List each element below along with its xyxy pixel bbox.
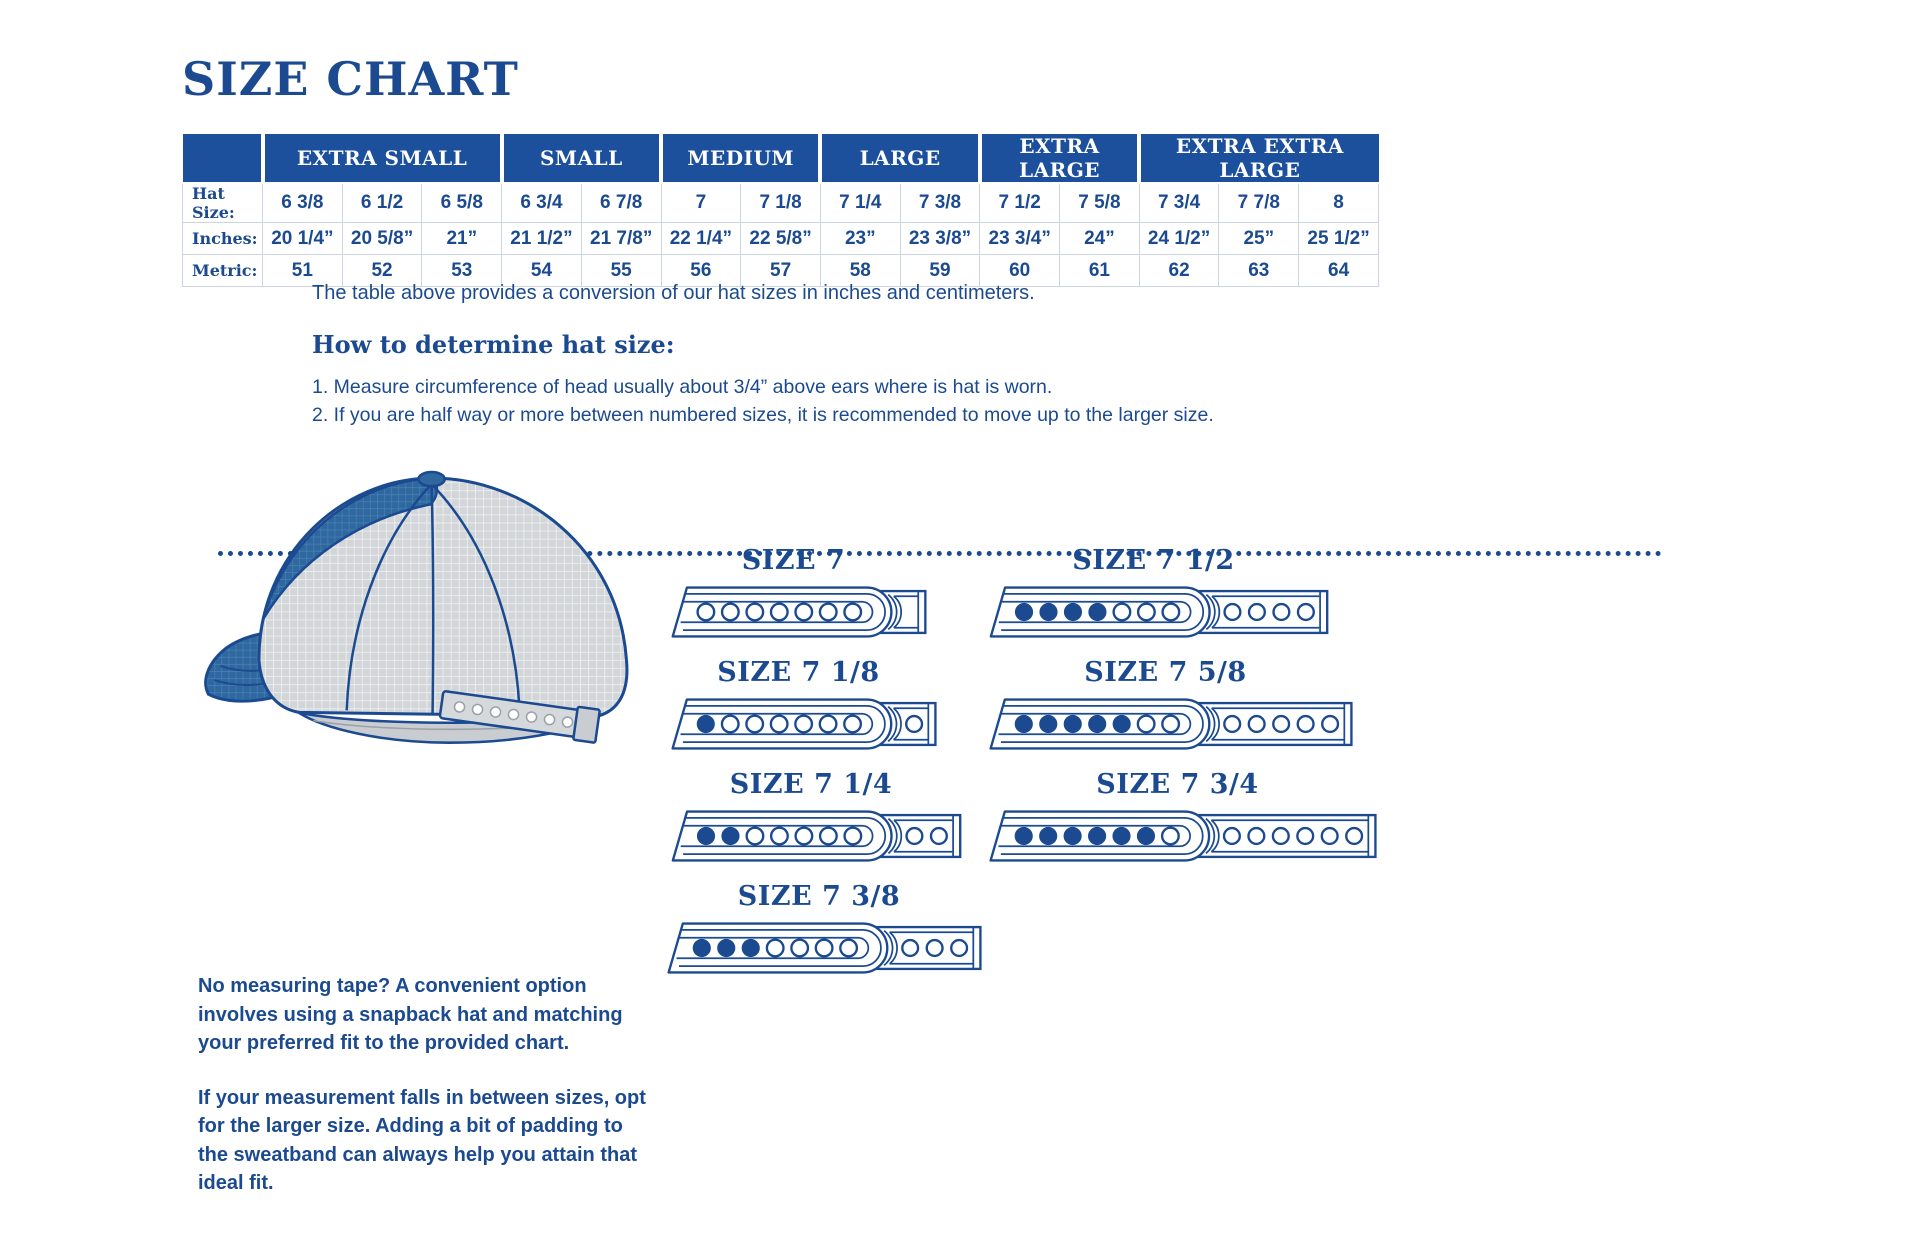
strap-diagram: SIZE 7 3/4: [978, 769, 1377, 871]
strap-graphic-holder: [660, 582, 927, 647]
strap-graphic: [671, 586, 927, 638]
size-cell: 7 1/4: [819, 182, 901, 223]
strap-graphic-holder: [978, 582, 1329, 647]
size-cell: 6 3/4: [501, 182, 582, 223]
row-label: Metric:: [182, 254, 263, 287]
size-cell: 7 5/8: [1059, 182, 1140, 223]
size-group-header: LARGE: [818, 134, 980, 184]
table-corner-cell: [182, 134, 263, 184]
strap-graphic: [671, 810, 962, 862]
size-group-header: EXTRA EXTRA LARGE: [1137, 134, 1379, 184]
size-cell: 6 5/8: [421, 182, 503, 223]
strap-size-label: SIZE 7: [741, 545, 846, 576]
size-group-header: MEDIUM: [659, 134, 821, 184]
size-cell: 7: [660, 182, 742, 223]
strap-size-label: SIZE 7 5/8: [1084, 657, 1247, 688]
strap-size-label: SIZE 7 3/4: [1096, 769, 1259, 800]
size-cell: 24 1/2”: [1138, 222, 1220, 255]
size-cell: 6 7/8: [580, 182, 662, 223]
size-cell: 58: [819, 254, 901, 287]
size-cell: 55: [580, 254, 662, 287]
size-table: EXTRA SMALL SMALL MEDIUM LARGE EXTRA LARGE EX…: [182, 134, 1379, 287]
size-cell: 24”: [1059, 222, 1140, 255]
strap-graphic: [989, 698, 1353, 750]
strap-graphic: [671, 698, 937, 750]
tip-paragraph-2: If your measurement falls in between siz…: [198, 1086, 646, 1195]
size-group-header: EXTRA LARGE: [977, 134, 1140, 184]
size-cell: 56: [660, 254, 742, 287]
strap-diagram: SIZE 7 1/4: [660, 769, 962, 871]
dotted-divider: [218, 551, 1662, 556]
size-cell: 23 3/8”: [899, 222, 981, 255]
size-cell: 21 1/2”: [501, 222, 582, 255]
size-cell: 59: [899, 254, 981, 287]
size-cell: 62: [1138, 254, 1220, 287]
size-cell: 23 3/4”: [979, 222, 1061, 255]
size-cell: 8: [1298, 182, 1379, 223]
strap-graphic-holder: [978, 806, 1377, 871]
strap-diagram: SIZE 7 1/2: [978, 545, 1329, 647]
strap-graphic-holder: [656, 918, 982, 983]
strap-diagram: SIZE 7: [660, 545, 927, 647]
strap-size-label: SIZE 7 1/8: [717, 657, 880, 688]
snapback-tips: No measuring tape? A convenient option i…: [198, 972, 648, 1198]
strap-size-label: SIZE 7 3/8: [737, 881, 901, 912]
size-cell: 21”: [421, 222, 503, 255]
snapback-hat-icon: [204, 470, 629, 744]
strap-graphic: [989, 810, 1377, 862]
row-label: Inches:: [182, 222, 263, 255]
size-cell: 22 1/4”: [660, 222, 742, 255]
page-title: SIZE CHART: [182, 52, 519, 106]
row-label: Hat Size:: [182, 182, 263, 223]
size-cell: 20 1/4”: [262, 222, 343, 255]
size-cell: 20 5/8”: [341, 222, 423, 255]
size-group-header: EXTRA SMALL: [260, 134, 502, 184]
size-cell: 60: [979, 254, 1061, 287]
strap-size-label: SIZE 7 1/4: [729, 769, 893, 800]
size-cell: 6 3/8: [262, 182, 343, 223]
strap-diagram: SIZE 7 5/8: [978, 657, 1353, 759]
size-cell: 21 7/8”: [580, 222, 662, 255]
strap-diagram: SIZE 7 3/8: [656, 881, 982, 983]
table-caption: The table above provides a conversion of…: [312, 282, 1035, 304]
strap-graphic: [667, 922, 982, 974]
size-cell: 53: [421, 254, 503, 287]
size-cell: 64: [1298, 254, 1379, 287]
size-cell: 23”: [819, 222, 901, 255]
size-table-wrapper: EXTRA SMALL SMALL MEDIUM LARGE EXTRA LARGE EX…: [182, 134, 1379, 287]
hat-illustration: [200, 466, 650, 776]
size-cell: 7 3/4: [1138, 182, 1220, 223]
strap-size-label: SIZE 7 1/2: [1072, 545, 1235, 576]
tip-paragraph-1: No measuring tape? A convenient option i…: [198, 975, 623, 1054]
size-cell: 25 1/2”: [1298, 222, 1379, 255]
strap-graphic-holder: [660, 694, 937, 759]
size-group-header: SMALL: [499, 134, 662, 184]
size-cell: 22 5/8”: [740, 222, 821, 255]
howto-heading: How to determine hat size:: [312, 330, 675, 359]
size-cell: 7 3/8: [899, 182, 981, 223]
strap-diagram: SIZE 7 1/8: [660, 657, 937, 759]
size-cell: 63: [1218, 254, 1300, 287]
size-cell: 61: [1059, 254, 1140, 287]
howto-steps: 1. Measure circumference of head usually…: [312, 373, 1214, 429]
strap-graphic: [989, 586, 1329, 638]
size-cell: 7 7/8: [1218, 182, 1300, 223]
howto-step-2: 2. If you are half way or more between n…: [312, 404, 1214, 426]
size-cell: 57: [740, 254, 821, 287]
size-cell: 7 1/8: [740, 182, 821, 223]
strap-graphic-holder: [660, 806, 962, 871]
size-cell: 7 1/2: [979, 182, 1061, 223]
size-cell: 25”: [1218, 222, 1300, 255]
size-cell: 51: [262, 254, 343, 287]
size-cell: 6 1/2: [341, 182, 423, 223]
strap-graphic-holder: [978, 694, 1353, 759]
howto-step-1: 1. Measure circumference of head usually…: [312, 376, 1053, 398]
